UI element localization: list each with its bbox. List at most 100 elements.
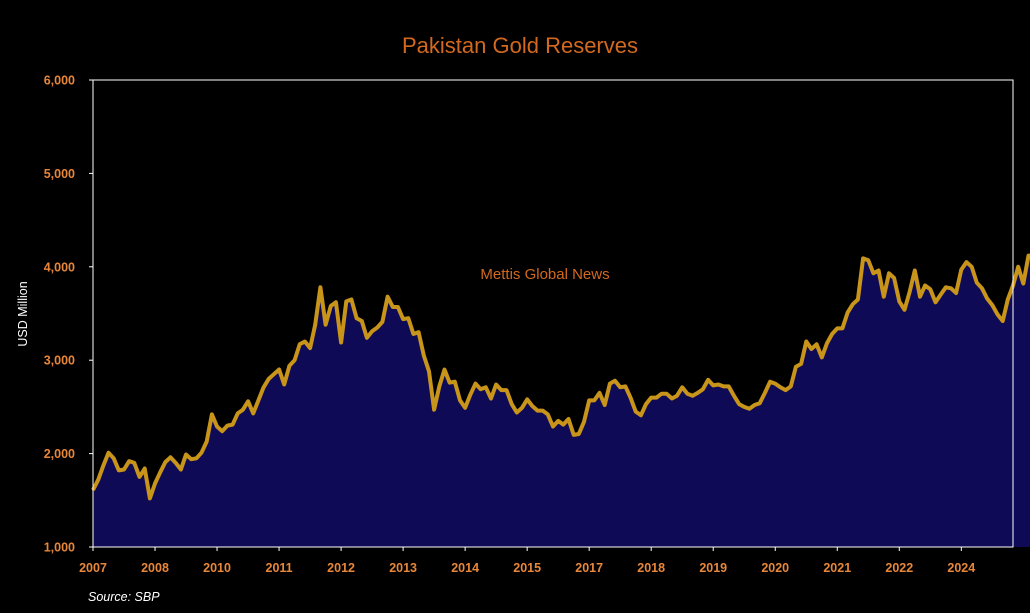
data-point [330, 305, 332, 307]
data-point [707, 379, 709, 381]
data-point [815, 343, 818, 346]
data-point [572, 434, 575, 436]
data-point [655, 396, 658, 399]
data-point [898, 300, 901, 303]
data-point [428, 370, 430, 373]
data-point [727, 385, 730, 388]
data-point [567, 418, 570, 420]
data-point [774, 382, 776, 385]
data-point [795, 365, 797, 368]
data-point [392, 306, 394, 308]
y-tick-label: 3,000 [44, 354, 75, 368]
data-point [510, 403, 513, 405]
data-point [609, 382, 611, 385]
data-point [1007, 298, 1009, 301]
data-point [454, 380, 456, 383]
data-point [593, 399, 596, 402]
data-point [1017, 266, 1019, 268]
y-tick-label: 2,000 [44, 447, 75, 461]
data-point [371, 330, 373, 333]
data-point [665, 393, 668, 395]
data-point [841, 327, 844, 330]
data-point [495, 383, 497, 386]
data-point [753, 404, 756, 406]
y-tick-label: 4,000 [44, 260, 75, 274]
data-point [138, 476, 141, 478]
data-point [552, 425, 554, 428]
data-point [712, 384, 714, 387]
x-tick-label: 2011 [266, 561, 293, 575]
data-point [976, 281, 978, 284]
data-point [531, 405, 534, 407]
data-point [857, 298, 859, 301]
data-point [836, 327, 839, 330]
data-point [174, 462, 177, 464]
area-fill [93, 255, 1030, 547]
data-point [490, 397, 492, 400]
data-point [738, 403, 740, 405]
watermark: Mettis Global News [480, 266, 609, 283]
data-point [190, 458, 192, 461]
data-point [852, 303, 854, 306]
data-point [386, 295, 389, 298]
data-point [205, 440, 208, 443]
data-point [784, 389, 787, 391]
data-point [433, 408, 435, 411]
data-point [846, 311, 849, 314]
data-point [288, 365, 291, 367]
data-point [640, 414, 642, 417]
data-point [769, 380, 771, 383]
data-point [748, 408, 751, 410]
data-point [671, 397, 673, 400]
data-point [319, 286, 322, 289]
data-points [92, 254, 1030, 500]
data-point [1001, 320, 1004, 322]
data-point [645, 403, 647, 405]
data-point [934, 301, 937, 304]
data-point [939, 294, 942, 296]
x-tick-label: 2008 [141, 561, 169, 575]
data-point [216, 425, 218, 428]
y-tick-label: 5,000 [44, 167, 75, 181]
data-point [991, 304, 994, 306]
data-point [97, 479, 99, 481]
data-point [107, 451, 110, 454]
data-point [102, 464, 105, 467]
data-point [443, 368, 446, 371]
plot-area [91, 79, 1030, 548]
x-tick-label: 2024 [947, 561, 975, 575]
data-point [340, 341, 342, 344]
data-point [588, 399, 590, 402]
data-point [965, 261, 968, 263]
data-point [345, 300, 348, 303]
data-point [614, 379, 616, 382]
data-point [314, 323, 317, 326]
data-point [273, 373, 275, 376]
data-point [211, 413, 213, 416]
data-point [826, 342, 828, 345]
data-point [304, 340, 306, 343]
data-point [547, 413, 549, 416]
data-point [924, 284, 926, 287]
data-point [417, 331, 420, 334]
data-point [805, 340, 808, 343]
data-point [1022, 282, 1025, 285]
data-point [598, 392, 601, 394]
data-point [676, 394, 678, 397]
data-point [231, 423, 234, 426]
data-point [335, 301, 337, 304]
data-point [252, 412, 254, 415]
data-point [242, 408, 244, 411]
data-point [474, 382, 477, 385]
x-tick-label: 2007 [79, 561, 107, 575]
data-point [914, 269, 916, 272]
data-point [800, 363, 802, 365]
x-tick-label: 2022 [885, 561, 913, 575]
x-tick-label: 2017 [575, 561, 603, 575]
data-point [283, 383, 286, 386]
data-point [381, 321, 384, 323]
data-point [361, 320, 363, 322]
data-point [485, 386, 487, 389]
data-point [945, 286, 947, 289]
